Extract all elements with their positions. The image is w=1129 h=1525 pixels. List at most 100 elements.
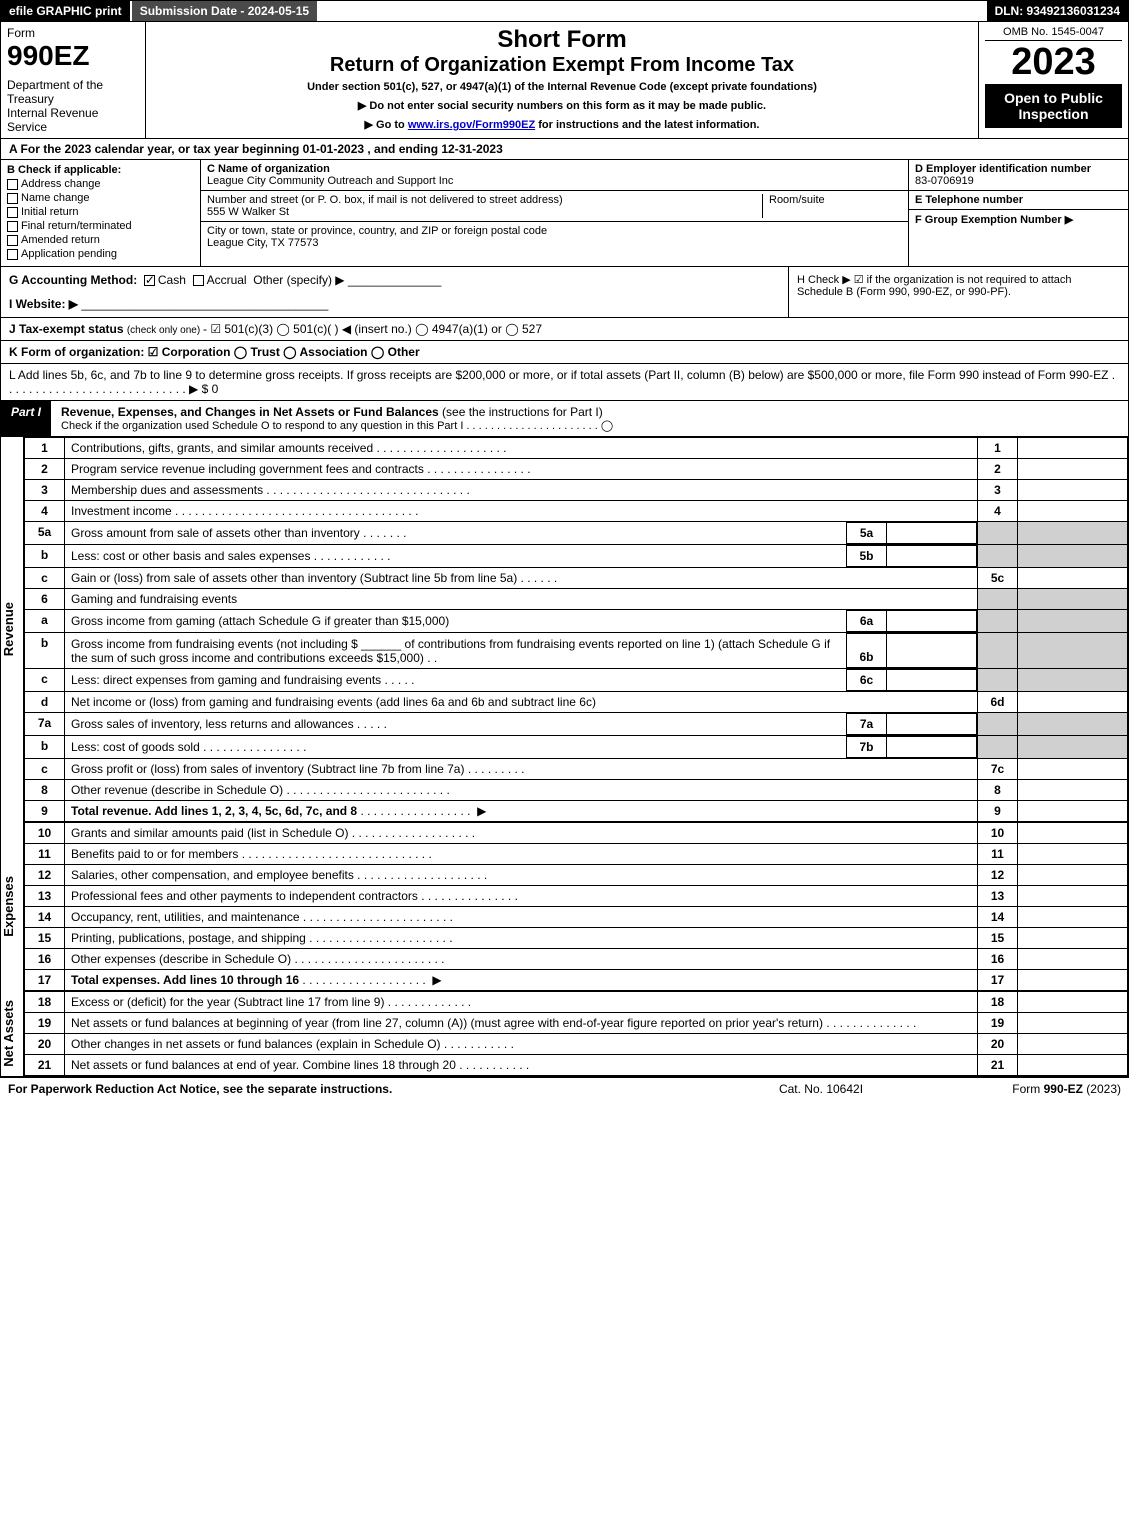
row-gh: G Accounting Method: Cash Accrual Other … <box>0 267 1129 318</box>
col-g: G Accounting Method: Cash Accrual Other … <box>1 267 788 317</box>
line-21: 21Net assets or fund balances at end of … <box>25 1055 1128 1076</box>
line-6b: bGross income from fundraising events (n… <box>25 633 1128 669</box>
street-label: Number and street (or P. O. box, if mail… <box>207 194 563 206</box>
cat-no: Cat. No. 10642I <box>721 1082 921 1096</box>
under-section: Under section 501(c), 527, or 4947(a)(1)… <box>152 81 972 93</box>
revenue-section: Revenue 1Contributions, gifts, grants, a… <box>0 437 1129 822</box>
row-j-tiny: (check only one) <box>127 325 203 336</box>
ssn-notice: ▶ Do not enter social security numbers o… <box>152 99 972 112</box>
line-11: 11Benefits paid to or for members . . . … <box>25 844 1128 865</box>
line-10: 10Grants and similar amounts paid (list … <box>25 823 1128 844</box>
line-6a: aGross income from gaming (attach Schedu… <box>25 610 1128 633</box>
line-19: 19Net assets or fund balances at beginni… <box>25 1013 1128 1034</box>
line-2: 2Program service revenue including gover… <box>25 459 1128 480</box>
block-bcdef: B Check if applicable: Address change Na… <box>0 160 1129 267</box>
part-i-bar: Part I Revenue, Expenses, and Changes in… <box>0 401 1129 437</box>
line-14: 14Occupancy, rent, utilities, and mainte… <box>25 907 1128 928</box>
top-bar: efile GRAPHIC print Submission Date - 20… <box>0 0 1129 22</box>
omb-number: OMB No. 1545-0047 <box>985 26 1122 41</box>
line-5b: bLess: cost or other basis and sales exp… <box>25 545 1128 568</box>
org-name-value: League City Community Outreach and Suppo… <box>207 175 453 187</box>
city-cell: City or town, state or province, country… <box>201 222 908 252</box>
open-to-public-badge: Open to Public Inspection <box>985 84 1122 128</box>
line-6c: cLess: direct expenses from gaming and f… <box>25 669 1128 692</box>
telephone-cell: E Telephone number <box>909 191 1128 210</box>
ein-label: D Employer identification number <box>915 163 1122 175</box>
line-5c: cGain or (loss) from sale of assets othe… <box>25 568 1128 589</box>
paperwork-notice: For Paperwork Reduction Act Notice, see … <box>8 1082 721 1096</box>
website-label: I Website: ▶ <box>9 297 78 311</box>
col-b-label: B Check if applicable: <box>7 164 194 176</box>
line-1: 1Contributions, gifts, grants, and simil… <box>25 438 1128 459</box>
row-a-tax-year: A For the 2023 calendar year, or tax yea… <box>0 139 1129 160</box>
other-specify: Other (specify) ▶ <box>253 273 344 287</box>
line-7b: bLess: cost of goods sold . . . . . . . … <box>25 736 1128 759</box>
line-7a: 7aGross sales of inventory, less returns… <box>25 713 1128 736</box>
col-h: H Check ▶ ☑ if the organization is not r… <box>788 267 1128 317</box>
street-value: 555 W Walker St <box>207 206 289 218</box>
goto-suffix: for instructions and the latest informat… <box>535 119 759 131</box>
expenses-side-label: Expenses <box>1 822 24 991</box>
row-k-text: K Form of organization: ☑ Corporation ◯ … <box>9 345 420 359</box>
group-exemption-label: F Group Exemption Number ▶ <box>915 213 1122 226</box>
line-20: 20Other changes in net assets or fund ba… <box>25 1034 1128 1055</box>
form-word: Form <box>7 26 139 40</box>
part-i-label: Part I <box>1 401 51 436</box>
line-6: 6Gaming and fundraising events <box>25 589 1128 610</box>
chk-amended-return[interactable]: Amended return <box>7 234 194 246</box>
part-i-title: Revenue, Expenses, and Changes in Net As… <box>51 401 1128 436</box>
form-footer-id: Form 990-EZ (2023) <box>921 1082 1121 1096</box>
ein-cell: D Employer identification number 83-0706… <box>909 160 1128 191</box>
dept-treasury: Department of the Treasury Internal Reve… <box>7 78 139 134</box>
line-16: 16Other expenses (describe in Schedule O… <box>25 949 1128 970</box>
chk-final-return[interactable]: Final return/terminated <box>7 220 194 232</box>
ein-value: 83-0706919 <box>915 175 1122 187</box>
line-15: 15Printing, publications, postage, and s… <box>25 928 1128 949</box>
line-17: 17Total expenses. Add lines 10 through 1… <box>25 970 1128 991</box>
line-4: 4Investment income . . . . . . . . . . .… <box>25 501 1128 522</box>
goto-prefix: ▶ Go to <box>365 119 408 131</box>
dln: DLN: 93492136031234 <box>987 1 1128 21</box>
org-name-cell: C Name of organization League City Commu… <box>201 160 908 191</box>
header-mid: Short Form Return of Organization Exempt… <box>146 22 978 138</box>
line-5a: 5aGross amount from sale of assets other… <box>25 522 1128 545</box>
chk-initial-return[interactable]: Initial return <box>7 206 194 218</box>
group-exemption-cell: F Group Exemption Number ▶ <box>909 210 1128 229</box>
page-footer: For Paperwork Reduction Act Notice, see … <box>0 1077 1129 1100</box>
irs-link[interactable]: www.irs.gov/Form990EZ <box>408 119 535 131</box>
chk-cash[interactable] <box>144 275 155 286</box>
chk-application-pending[interactable]: Application pending <box>7 248 194 260</box>
header-left: Form 990EZ Department of the Treasury In… <box>1 22 146 138</box>
net-assets-table: 18Excess or (deficit) for the year (Subt… <box>24 991 1128 1076</box>
net-assets-side-label: Net Assets <box>1 991 24 1076</box>
line-9: 9Total revenue. Add lines 1, 2, 3, 4, 5c… <box>25 801 1128 822</box>
line-3: 3Membership dues and assessments . . . .… <box>25 480 1128 501</box>
chk-accrual[interactable] <box>193 275 204 286</box>
accounting-method-label: G Accounting Method: <box>9 273 137 287</box>
telephone-label: E Telephone number <box>915 194 1122 206</box>
revenue-table: 1Contributions, gifts, grants, and simil… <box>24 437 1128 822</box>
row-l: L Add lines 5b, 6c, and 7b to line 9 to … <box>0 364 1129 401</box>
net-assets-section: Net Assets 18Excess or (deficit) for the… <box>0 991 1129 1077</box>
col-b-checkboxes: B Check if applicable: Address change Na… <box>1 160 201 266</box>
line-8: 8Other revenue (describe in Schedule O) … <box>25 780 1128 801</box>
city-label: City or town, state or province, country… <box>207 225 547 237</box>
line-6d: dNet income or (loss) from gaming and fu… <box>25 692 1128 713</box>
row-j-options: - ☑ 501(c)(3) ◯ 501(c)( ) ◀ (insert no.)… <box>203 322 542 336</box>
room-suite-label: Room/suite <box>762 194 902 218</box>
form-header: Form 990EZ Department of the Treasury In… <box>0 22 1129 139</box>
goto-notice: ▶ Go to www.irs.gov/Form990EZ for instru… <box>152 118 972 131</box>
row-k: K Form of organization: ☑ Corporation ◯ … <box>0 341 1129 364</box>
efile-print-button[interactable]: efile GRAPHIC print <box>1 1 130 21</box>
col-c: C Name of organization League City Commu… <box>201 160 908 266</box>
chk-name-change[interactable]: Name change <box>7 192 194 204</box>
col-def: D Employer identification number 83-0706… <box>908 160 1128 266</box>
org-name-label: C Name of organization <box>207 163 330 175</box>
line-13: 13Professional fees and other payments t… <box>25 886 1128 907</box>
header-right: OMB No. 1545-0047 2023 Open to Public In… <box>978 22 1128 138</box>
form-number: 990EZ <box>7 40 139 72</box>
row-j: J Tax-exempt status (check only one) - ☑… <box>0 318 1129 341</box>
line-18: 18Excess or (deficit) for the year (Subt… <box>25 992 1128 1013</box>
row-j-label: J Tax-exempt status <box>9 322 127 336</box>
chk-address-change[interactable]: Address change <box>7 178 194 190</box>
